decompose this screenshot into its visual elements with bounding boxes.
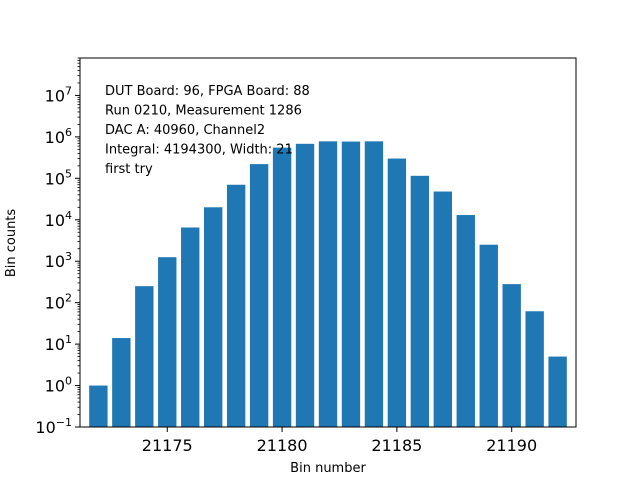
bar-21180 [272,147,292,427]
y-tick-label: 10−1 [35,416,72,437]
annotation-line: Run 0210, Measurement 1286 [105,104,302,119]
bar-21191 [525,311,544,427]
bar-21175 [158,257,177,427]
y-tick-label: 101 [45,333,72,354]
bar-21190 [502,284,521,427]
bar-21176 [181,227,200,427]
bar-21178 [226,184,246,427]
y-tick-label: 107 [45,84,72,105]
bar-21174 [135,286,154,427]
bar-21183 [341,141,361,427]
bar-21181 [295,143,315,427]
bar-21177 [204,207,223,427]
y-tick-label: 104 [45,209,72,230]
bar-21179 [249,164,269,427]
annotation-line: first try [105,162,153,177]
x-tick-label: 21175 [142,436,193,455]
y-tick-label: 103 [45,250,72,271]
x-tick-label: 21185 [371,436,422,455]
y-axis-label: Bin counts [4,209,19,278]
bars-group [89,141,567,428]
annotation-line: DAC A: 40960, Channel2 [105,123,265,138]
annotation-block: DUT Board: 96, FPGA Board: 88 Run 0210, M… [105,84,310,177]
x-tick-label: 21190 [486,436,537,455]
y-tick-label: 106 [45,126,72,147]
bar-21189 [479,244,498,427]
y-axis-ticks: 10−1 100 101 102 103 104 105 106 107 [35,57,80,437]
x-axis-ticks: 21175 21180 21185 21190 [142,427,537,455]
bar-21186 [410,175,430,427]
bar-21173 [112,338,131,427]
bar-21187 [433,191,452,427]
bar-21172 [89,385,108,427]
bar-21185 [387,158,407,428]
y-tick-label: 105 [45,167,72,188]
x-tick-label: 21180 [257,436,308,455]
annotation-line: DUT Board: 96, FPGA Board: 88 [105,84,310,99]
annotation-line: Integral: 4194300, Width: 21 [105,143,293,158]
y-tick-label: 100 [45,375,72,396]
x-axis-label: Bin number [290,461,366,476]
bar-21182 [318,141,338,427]
bar-21192 [548,356,567,427]
y-tick-label: 102 [45,292,72,313]
plot-frame [79,57,577,428]
bar-21184 [364,141,384,427]
bar-21188 [456,215,475,427]
